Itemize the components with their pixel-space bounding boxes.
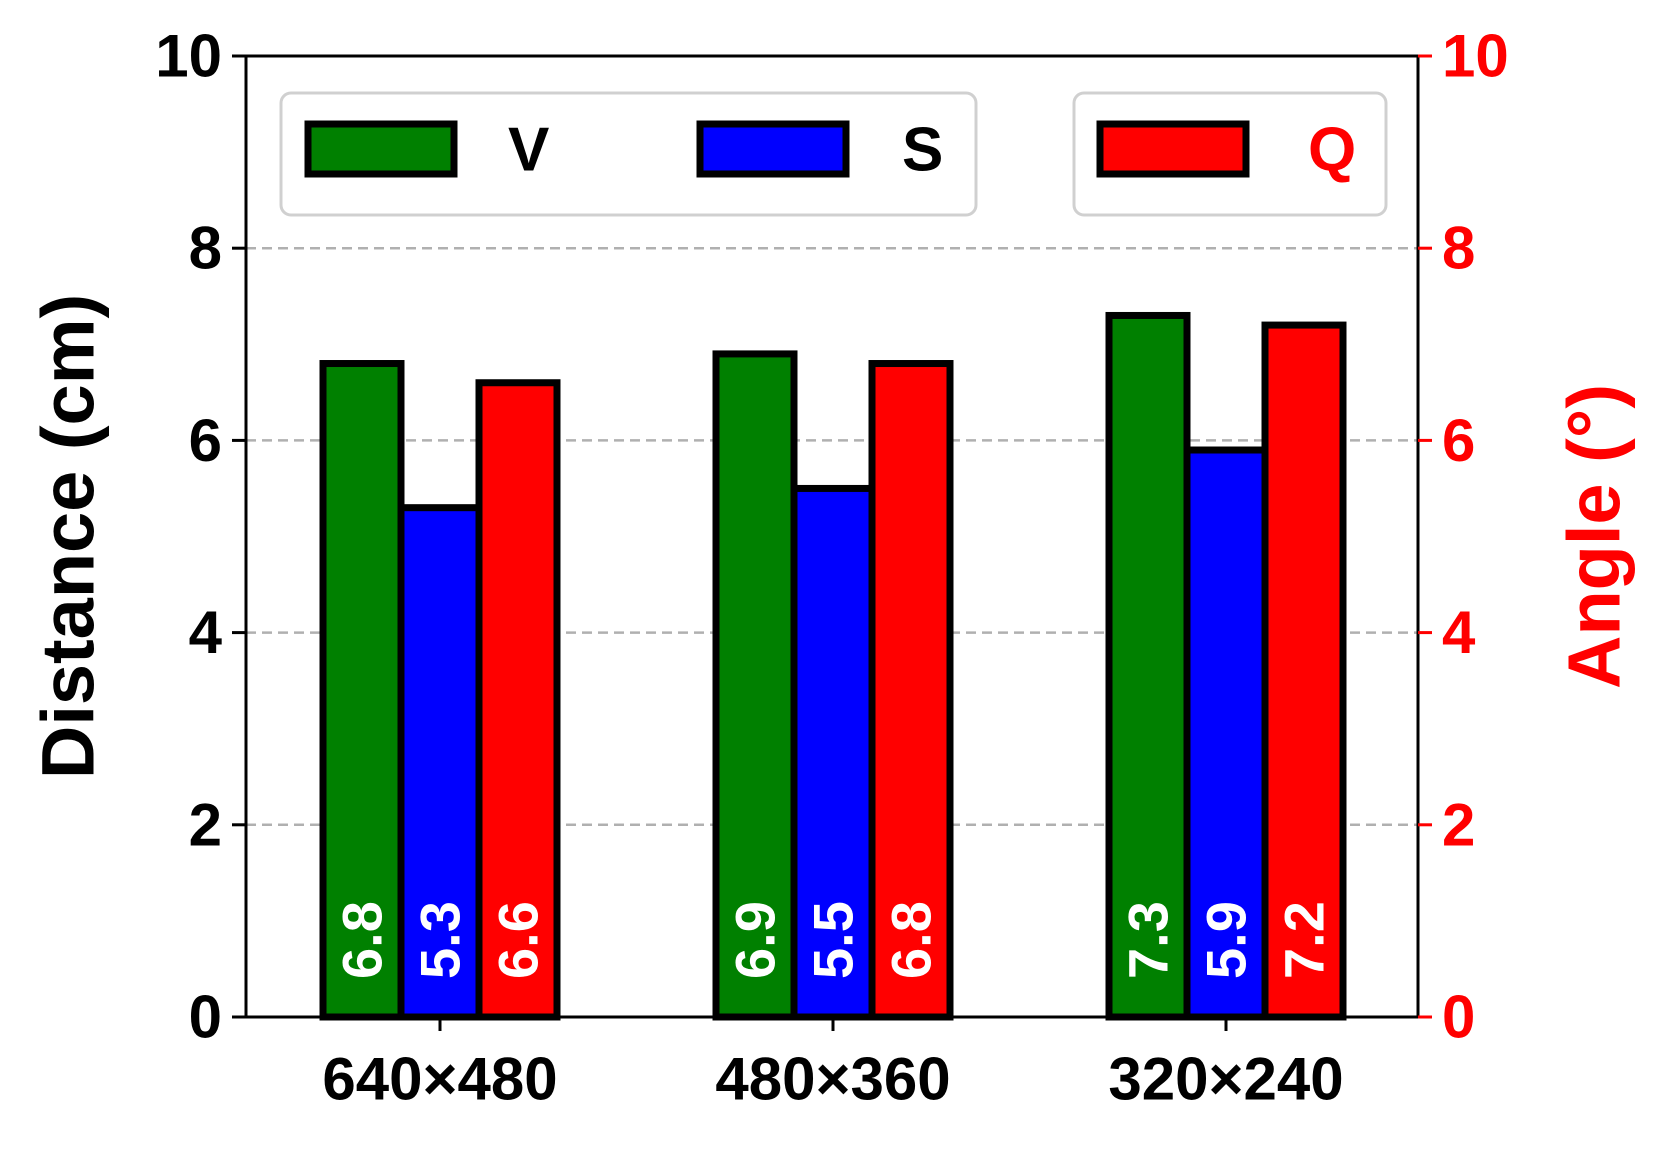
bar-q-2 xyxy=(1261,321,1347,1021)
bar-q-0 xyxy=(475,379,561,1021)
axes: 0 2 4 6 8 10 0 2 4 6 8 10 640×480 480×360 320×240 Dista… xyxy=(27,23,1636,1113)
left-tick-label: 6 xyxy=(189,407,222,474)
right-tick-label: 2 xyxy=(1442,791,1475,858)
bar-value-label: 5.3 xyxy=(409,901,472,979)
legend-swatch-v xyxy=(304,120,458,178)
right-tick-label: 6 xyxy=(1442,407,1475,474)
legend-label-v: V xyxy=(508,116,549,185)
bar-value-label: 7.3 xyxy=(1117,901,1180,979)
bar-value-label: 6.8 xyxy=(880,901,943,979)
bar-value-label: 5.5 xyxy=(802,901,865,979)
legend-label-q: Q xyxy=(1308,116,1356,185)
bar-value-label: 6.9 xyxy=(724,901,787,979)
bar-value-label: 6.8 xyxy=(331,901,394,979)
bar-value-label: 6.6 xyxy=(487,901,550,979)
bar-value-label: 7.2 xyxy=(1273,901,1336,979)
right-tick-label: 0 xyxy=(1442,984,1475,1051)
legend-label-s: S xyxy=(902,116,943,185)
left-tick-label: 10 xyxy=(155,23,222,90)
bars xyxy=(319,311,1347,1021)
legend-swatch-q xyxy=(1096,120,1250,178)
y-axis-title: Distance (cm) xyxy=(27,294,110,779)
legend-swatch-s xyxy=(696,120,850,178)
bar-value-label: 5.9 xyxy=(1195,901,1258,979)
right-tick-label: 4 xyxy=(1442,599,1476,666)
left-tick-label: 0 xyxy=(189,984,222,1051)
bar-s-0 xyxy=(397,504,483,1021)
x-tick-label: 320×240 xyxy=(1108,1046,1343,1113)
y-axis-right-title: Angle (°) xyxy=(1553,384,1636,689)
x-tick-label: 640×480 xyxy=(322,1046,557,1113)
left-tick-label: 2 xyxy=(189,791,222,858)
right-tick-label: 10 xyxy=(1442,23,1509,90)
right-tick-label: 8 xyxy=(1442,215,1475,282)
left-tick-label: 4 xyxy=(189,599,223,666)
bar-s-2 xyxy=(1183,446,1269,1021)
bar-value-labels: 6.8 6.9 7.3 5.3 5.5 5.9 6.6 6.8 7.2 xyxy=(331,901,1336,979)
left-tick-label: 8 xyxy=(189,215,222,282)
x-tick-label: 480×360 xyxy=(715,1046,950,1113)
